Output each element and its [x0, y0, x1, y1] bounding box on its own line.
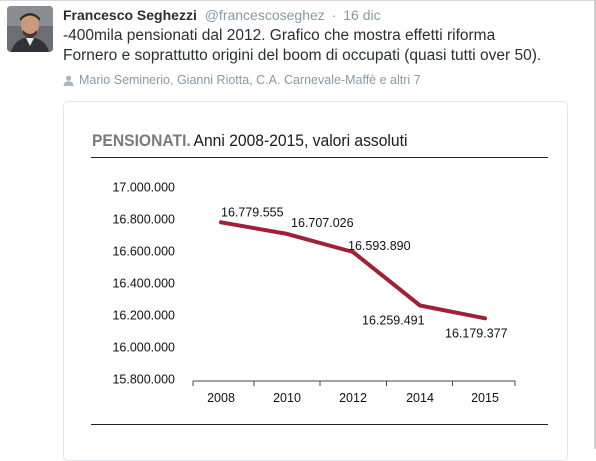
data-label: 16.593.890: [348, 239, 411, 253]
series-line-pensionati: [219, 220, 487, 321]
x-tick-label: 2008: [207, 391, 235, 405]
tweet-text-line-2: Fornero e soprattutto origini del boom d…: [63, 47, 542, 64]
retweeted-by-text: Mario Seminerio, Gianni Riotta, C.A. Car…: [79, 73, 421, 87]
x-tick-label: 2010: [273, 391, 301, 405]
x-tick-label: 2014: [406, 391, 434, 405]
header-separator: ·: [331, 7, 337, 23]
window-right-border: [594, 0, 596, 449]
tweet-text-line-1: -400mila pensionati dal 2012. Grafico ch…: [63, 27, 496, 44]
y-tick-label: 16.000.000: [112, 341, 175, 355]
y-tick-label: 16.400.000: [112, 277, 175, 291]
person-icon: [63, 75, 74, 86]
tweet-media-card[interactable]: [63, 101, 568, 461]
pensionati-line-chart: 17.000.000 16.800.000 16.600.000 16.400.000…: [112, 181, 516, 405]
author-name[interactable]: Francesco Seghezzi: [63, 7, 197, 23]
chart-subtitle: Anni 2008-2015, valori assoluti: [193, 131, 408, 150]
data-label: 16.779.555: [221, 205, 284, 219]
tweet-header: Francesco Seghezzi @francescoseghez · 16…: [63, 6, 381, 24]
y-tick-label: 16.800.000: [112, 213, 175, 227]
tweet-text: -400mila pensionati dal 2012. Grafico ch…: [63, 26, 588, 66]
y-tick-label: 15.800.000: [112, 373, 175, 387]
chart-top-rule: [91, 157, 548, 158]
data-label: 16.179.377: [445, 326, 508, 340]
chart-bottom-rule: [91, 424, 548, 425]
window-top-border: [0, 0, 596, 1]
y-tick-label: 16.600.000: [112, 245, 175, 259]
author-avatar[interactable]: [7, 6, 53, 52]
y-tick-label: 16.200.000: [112, 309, 175, 323]
tweet-timestamp[interactable]: 16 dic: [343, 7, 381, 23]
chart-title-main: PENSIONATI.: [92, 131, 191, 150]
data-label: 16.259.491: [362, 313, 425, 327]
y-tick-label: 17.000.000: [112, 181, 175, 195]
chart-title: PENSIONATI. Anni 2008-2015, valori assolu…: [92, 131, 407, 151]
retweeted-by[interactable]: Mario Seminerio, Gianni Riotta, C.A. Car…: [63, 73, 421, 87]
author-handle[interactable]: @francescoseghez: [204, 7, 325, 23]
x-tick-label: 2015: [471, 391, 499, 405]
data-label: 16.707.026: [291, 216, 354, 230]
x-tick-label: 2012: [339, 391, 367, 405]
